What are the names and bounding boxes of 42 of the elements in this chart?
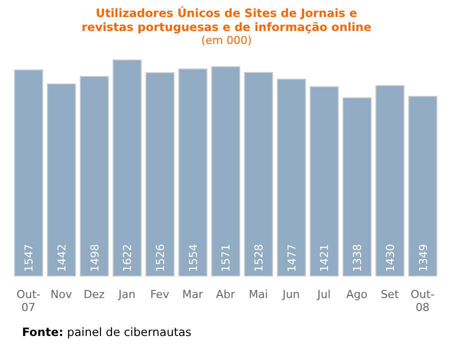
data-label: 1547 (22, 244, 36, 272)
data-label: 1571 (220, 244, 233, 272)
bar (244, 72, 274, 276)
x-tick-label: Jan (117, 288, 136, 301)
bar (211, 66, 240, 276)
x-tick-label: Fev (150, 288, 170, 301)
data-label: 1622 (121, 244, 134, 272)
x-tick-label: Jul (316, 288, 331, 301)
x-tick-label: Abr (216, 288, 236, 301)
data-label: 1528 (252, 244, 266, 272)
x-tick-label: Mai (248, 288, 268, 301)
data-label: 1442 (55, 244, 68, 272)
x-tick-label: Out-08 (410, 288, 435, 314)
bar (276, 78, 306, 276)
data-label: 1526 (154, 244, 168, 272)
bar (310, 86, 339, 276)
x-tick-label: Ago (346, 288, 368, 301)
x-tick-label: Dez (84, 288, 105, 301)
x-tick-label: Nov (50, 288, 72, 301)
bar (146, 72, 175, 276)
x-tick-label: Set (380, 288, 400, 301)
data-label: 1498 (88, 244, 102, 272)
bar (14, 69, 44, 276)
x-tick-label: Out-07 (16, 288, 40, 314)
data-label: 1554 (186, 244, 200, 272)
bar (46, 83, 76, 276)
chart-title: Utilizadores Únicos de Sites de Jornais e revistas portuguesas e de informação online (80, 6, 372, 34)
bar (408, 96, 438, 276)
data-label: 1338 (351, 244, 364, 272)
data-label: 1430 (384, 244, 397, 272)
data-label: 1349 (416, 244, 430, 272)
source-note: Fonte: painel de cibernautas (22, 325, 192, 339)
bar (342, 97, 372, 276)
data-label: 1477 (285, 244, 298, 272)
x-tick-label: Jun (282, 288, 300, 301)
bar (178, 68, 208, 276)
bar (80, 76, 109, 276)
bar (375, 85, 404, 276)
chart-subtitle: (em 000) (200, 34, 253, 48)
bar (112, 60, 142, 276)
data-label: 1421 (318, 244, 332, 272)
x-tick-label: Mar (182, 288, 204, 301)
